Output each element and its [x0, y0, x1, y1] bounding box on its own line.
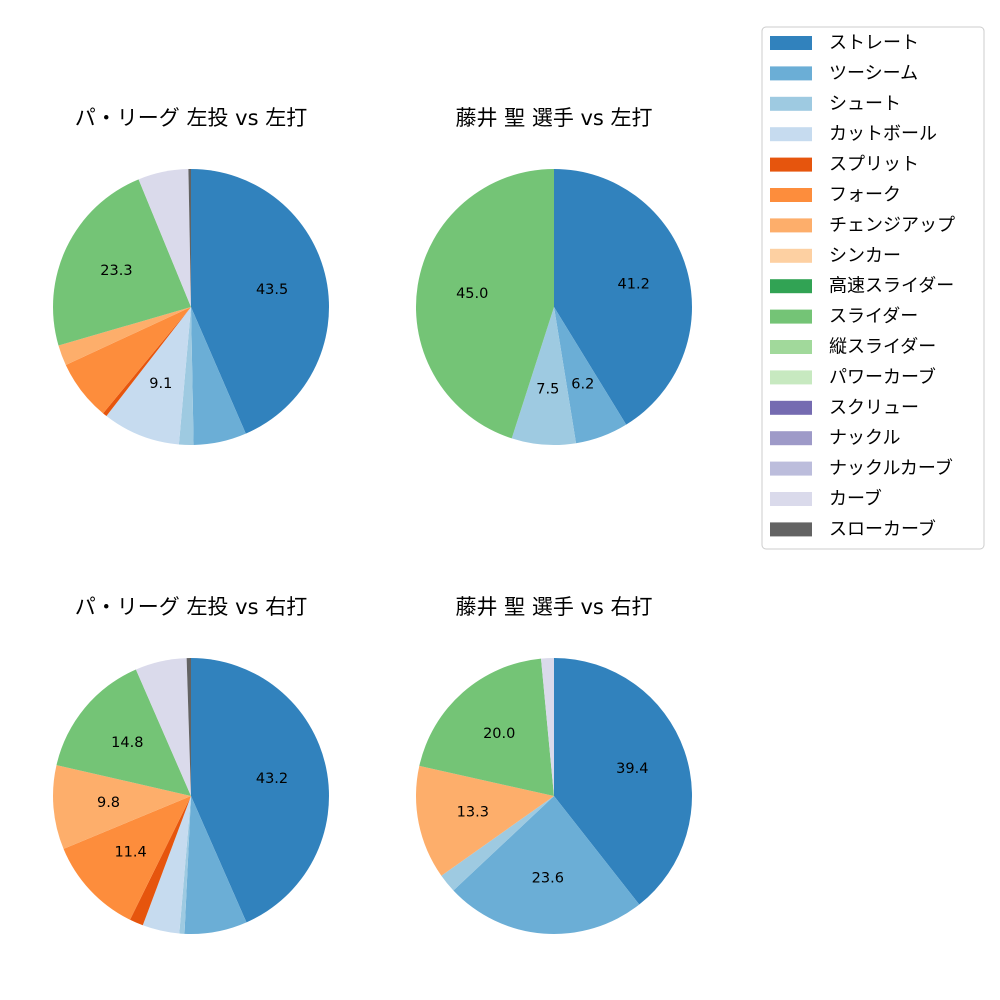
legend-label: パワーカーブ [829, 366, 936, 388]
slice-value-label: 41.2 [618, 277, 650, 293]
legend-label: ナックルカーブ [829, 457, 953, 479]
legend: ストレートツーシームシュートカットボールスプリットフォークチェンジアップシンカー… [761, 26, 985, 550]
pie-slice [415, 169, 554, 439]
legend-swatch [770, 431, 812, 446]
legend-label: カットボール [829, 124, 937, 145]
legend-swatch [770, 248, 812, 263]
pie-slice [178, 307, 194, 446]
chart-title: パ・リーグ 左投 vs 左打 [75, 106, 307, 130]
legend-label: ツーシーム [829, 63, 918, 84]
pie-slice [138, 169, 191, 307]
pie-chart-1: パ・リーグ 左投 vs 左打 43.5 9.1 23.3 [53, 106, 330, 446]
legend-frame [761, 26, 985, 550]
pie-slice [58, 307, 191, 365]
legend-swatch [770, 218, 812, 233]
pie-slice [554, 658, 692, 905]
legend-label: シンカー [829, 245, 901, 266]
pie-slice [453, 796, 640, 935]
pie-slice [65, 307, 191, 414]
pie-slice [191, 307, 246, 445]
legend-swatch [770, 461, 812, 476]
slice-value-label: 23.6 [532, 871, 564, 887]
legend-swatch [770, 309, 812, 324]
pie-slice [179, 796, 191, 934]
slice-value-label: 20.0 [483, 726, 515, 742]
pie-slice [142, 796, 191, 934]
legend-swatch [770, 188, 812, 202]
pie-chart-2: 藤井 聖 選手 vs 左打 41.2 6.2 7.5 45.0 [415, 106, 692, 446]
pie-slice [130, 796, 191, 926]
legend-label: スローカーブ [829, 518, 936, 540]
slice-value-label: 11.4 [114, 845, 146, 861]
slice-value-label: 23.3 [100, 263, 132, 279]
chart-title: 藤井 聖 選手 vs 右打 [455, 595, 652, 619]
slice-value-label: 39.4 [616, 761, 648, 777]
pie-slice [511, 307, 577, 446]
slice-value-label: 43.5 [256, 282, 288, 298]
legend-swatch [770, 522, 812, 537]
pie-slice [191, 658, 329, 923]
pie-slice [441, 796, 554, 891]
pie-slice [53, 179, 191, 346]
pie-slice [186, 658, 191, 796]
legend-swatch [770, 492, 812, 506]
legend-swatch [770, 36, 812, 50]
pie-slice [554, 169, 692, 425]
legend-swatch [770, 66, 812, 81]
legend-label: スプリット [829, 154, 919, 175]
chart-title: パ・リーグ 左投 vs 右打 [75, 595, 307, 619]
legend-label: 高速スライダー [829, 276, 954, 297]
legend-swatch [770, 370, 812, 385]
legend-label: チェンジアップ [829, 215, 955, 236]
pie-slice [184, 796, 247, 935]
legend-label: カーブ [829, 488, 882, 510]
legend-swatch [770, 96, 812, 111]
pie-chart-4: 藤井 聖 選手 vs 右打 39.4 23.6 13.3 20.0 [415, 595, 692, 935]
legend-label: スライダー [829, 306, 918, 327]
legend-label: 縦スライダー [829, 337, 936, 358]
legend-label: ストレート [829, 33, 919, 54]
legend-label: フォーク [829, 185, 901, 206]
legend-swatch [770, 400, 812, 415]
slice-value-label: 7.5 [536, 382, 559, 398]
pie-chart-3: パ・リーグ 左投 vs 右打 43.2 11.4 9.8 14.8 [53, 595, 329, 935]
legend-swatch [770, 127, 812, 142]
slice-value-label: 45.0 [456, 286, 488, 302]
pie-slice [188, 168, 191, 307]
legend-swatch [770, 340, 812, 354]
pie-slice [415, 765, 554, 876]
pie-slice [56, 669, 191, 796]
pie-slice [135, 658, 191, 796]
chart-title: 藤井 聖 選手 vs 左打 [455, 106, 652, 130]
pie-slice [63, 796, 191, 920]
legend-label: ナックル [829, 428, 900, 449]
pie-slice [419, 658, 554, 796]
slice-value-label: 6.2 [571, 377, 594, 393]
slice-value-label: 13.3 [457, 804, 489, 820]
pie-slice [103, 307, 191, 417]
pie-slice [541, 658, 554, 796]
slice-value-label: 9.8 [97, 795, 120, 811]
slice-value-label: 9.1 [149, 376, 172, 392]
slice-value-label: 43.2 [256, 771, 288, 787]
legend-swatch [770, 279, 812, 294]
pie-slice [191, 169, 330, 434]
slice-value-label: 14.8 [111, 735, 143, 751]
legend-swatch [770, 157, 812, 172]
legend-label: スクリュー [829, 397, 919, 418]
legend-label: シュート [829, 93, 901, 114]
pie-slice [53, 765, 191, 849]
pie-slice [554, 307, 627, 444]
pie-slice [106, 307, 191, 445]
